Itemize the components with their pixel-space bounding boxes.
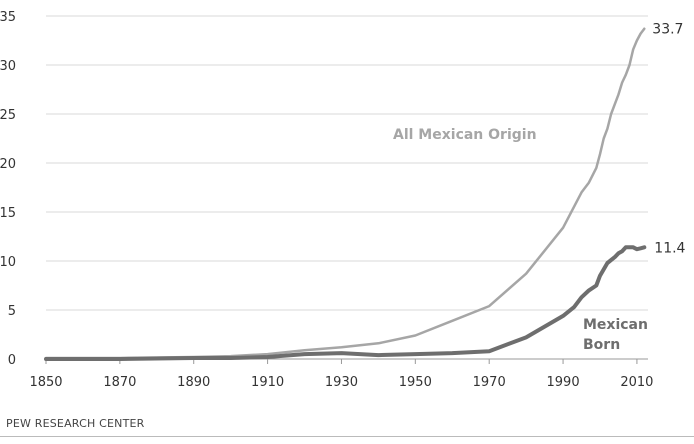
y-tick-label: 35 (0, 10, 16, 25)
x-tick-label: 1910 (251, 375, 284, 390)
x-tick-label: 1970 (473, 375, 506, 390)
x-tick-label: 2010 (620, 375, 653, 390)
end-label-mexican-born: 11.4 (654, 240, 685, 256)
y-tick-label: 15 (0, 206, 16, 221)
y-tick-label: 5 (8, 304, 16, 319)
y-tick-label: 10 (0, 255, 16, 270)
gridlines (46, 15, 648, 311)
y-tick-label: 30 (0, 59, 16, 74)
y-axis-ticks: 0 5 10 15 20 25 30 35 (0, 10, 16, 368)
y-tick-label: 20 (0, 157, 16, 172)
series-group (44, 27, 647, 361)
annotation-mexican-born-line2: Born (583, 337, 620, 353)
x-axis-ticks: 1850 1870 1890 1910 1930 1950 1970 1990 2010 (29, 359, 653, 390)
x-tick-label: 1950 (399, 375, 432, 390)
x-tick-label: 1870 (103, 375, 136, 390)
x-tick-label: 1930 (325, 375, 358, 390)
y-tick-label: 0 (8, 353, 16, 368)
y-tick-label: 25 (0, 108, 16, 123)
series-line (44, 245, 647, 361)
source-credit: PEW RESEARCH CENTER (6, 417, 145, 430)
bottom-divider (0, 436, 694, 437)
x-tick-label: 1890 (177, 375, 210, 390)
annotation-all-mexican-origin: All Mexican Origin (393, 127, 537, 143)
annotation-mexican-born-line1: Mexican (583, 317, 648, 333)
series-line (44, 27, 646, 360)
end-label-all-mexican-origin: 33.7 (652, 22, 683, 38)
x-tick-label: 1850 (29, 375, 62, 390)
x-tick-label: 1990 (547, 375, 580, 390)
